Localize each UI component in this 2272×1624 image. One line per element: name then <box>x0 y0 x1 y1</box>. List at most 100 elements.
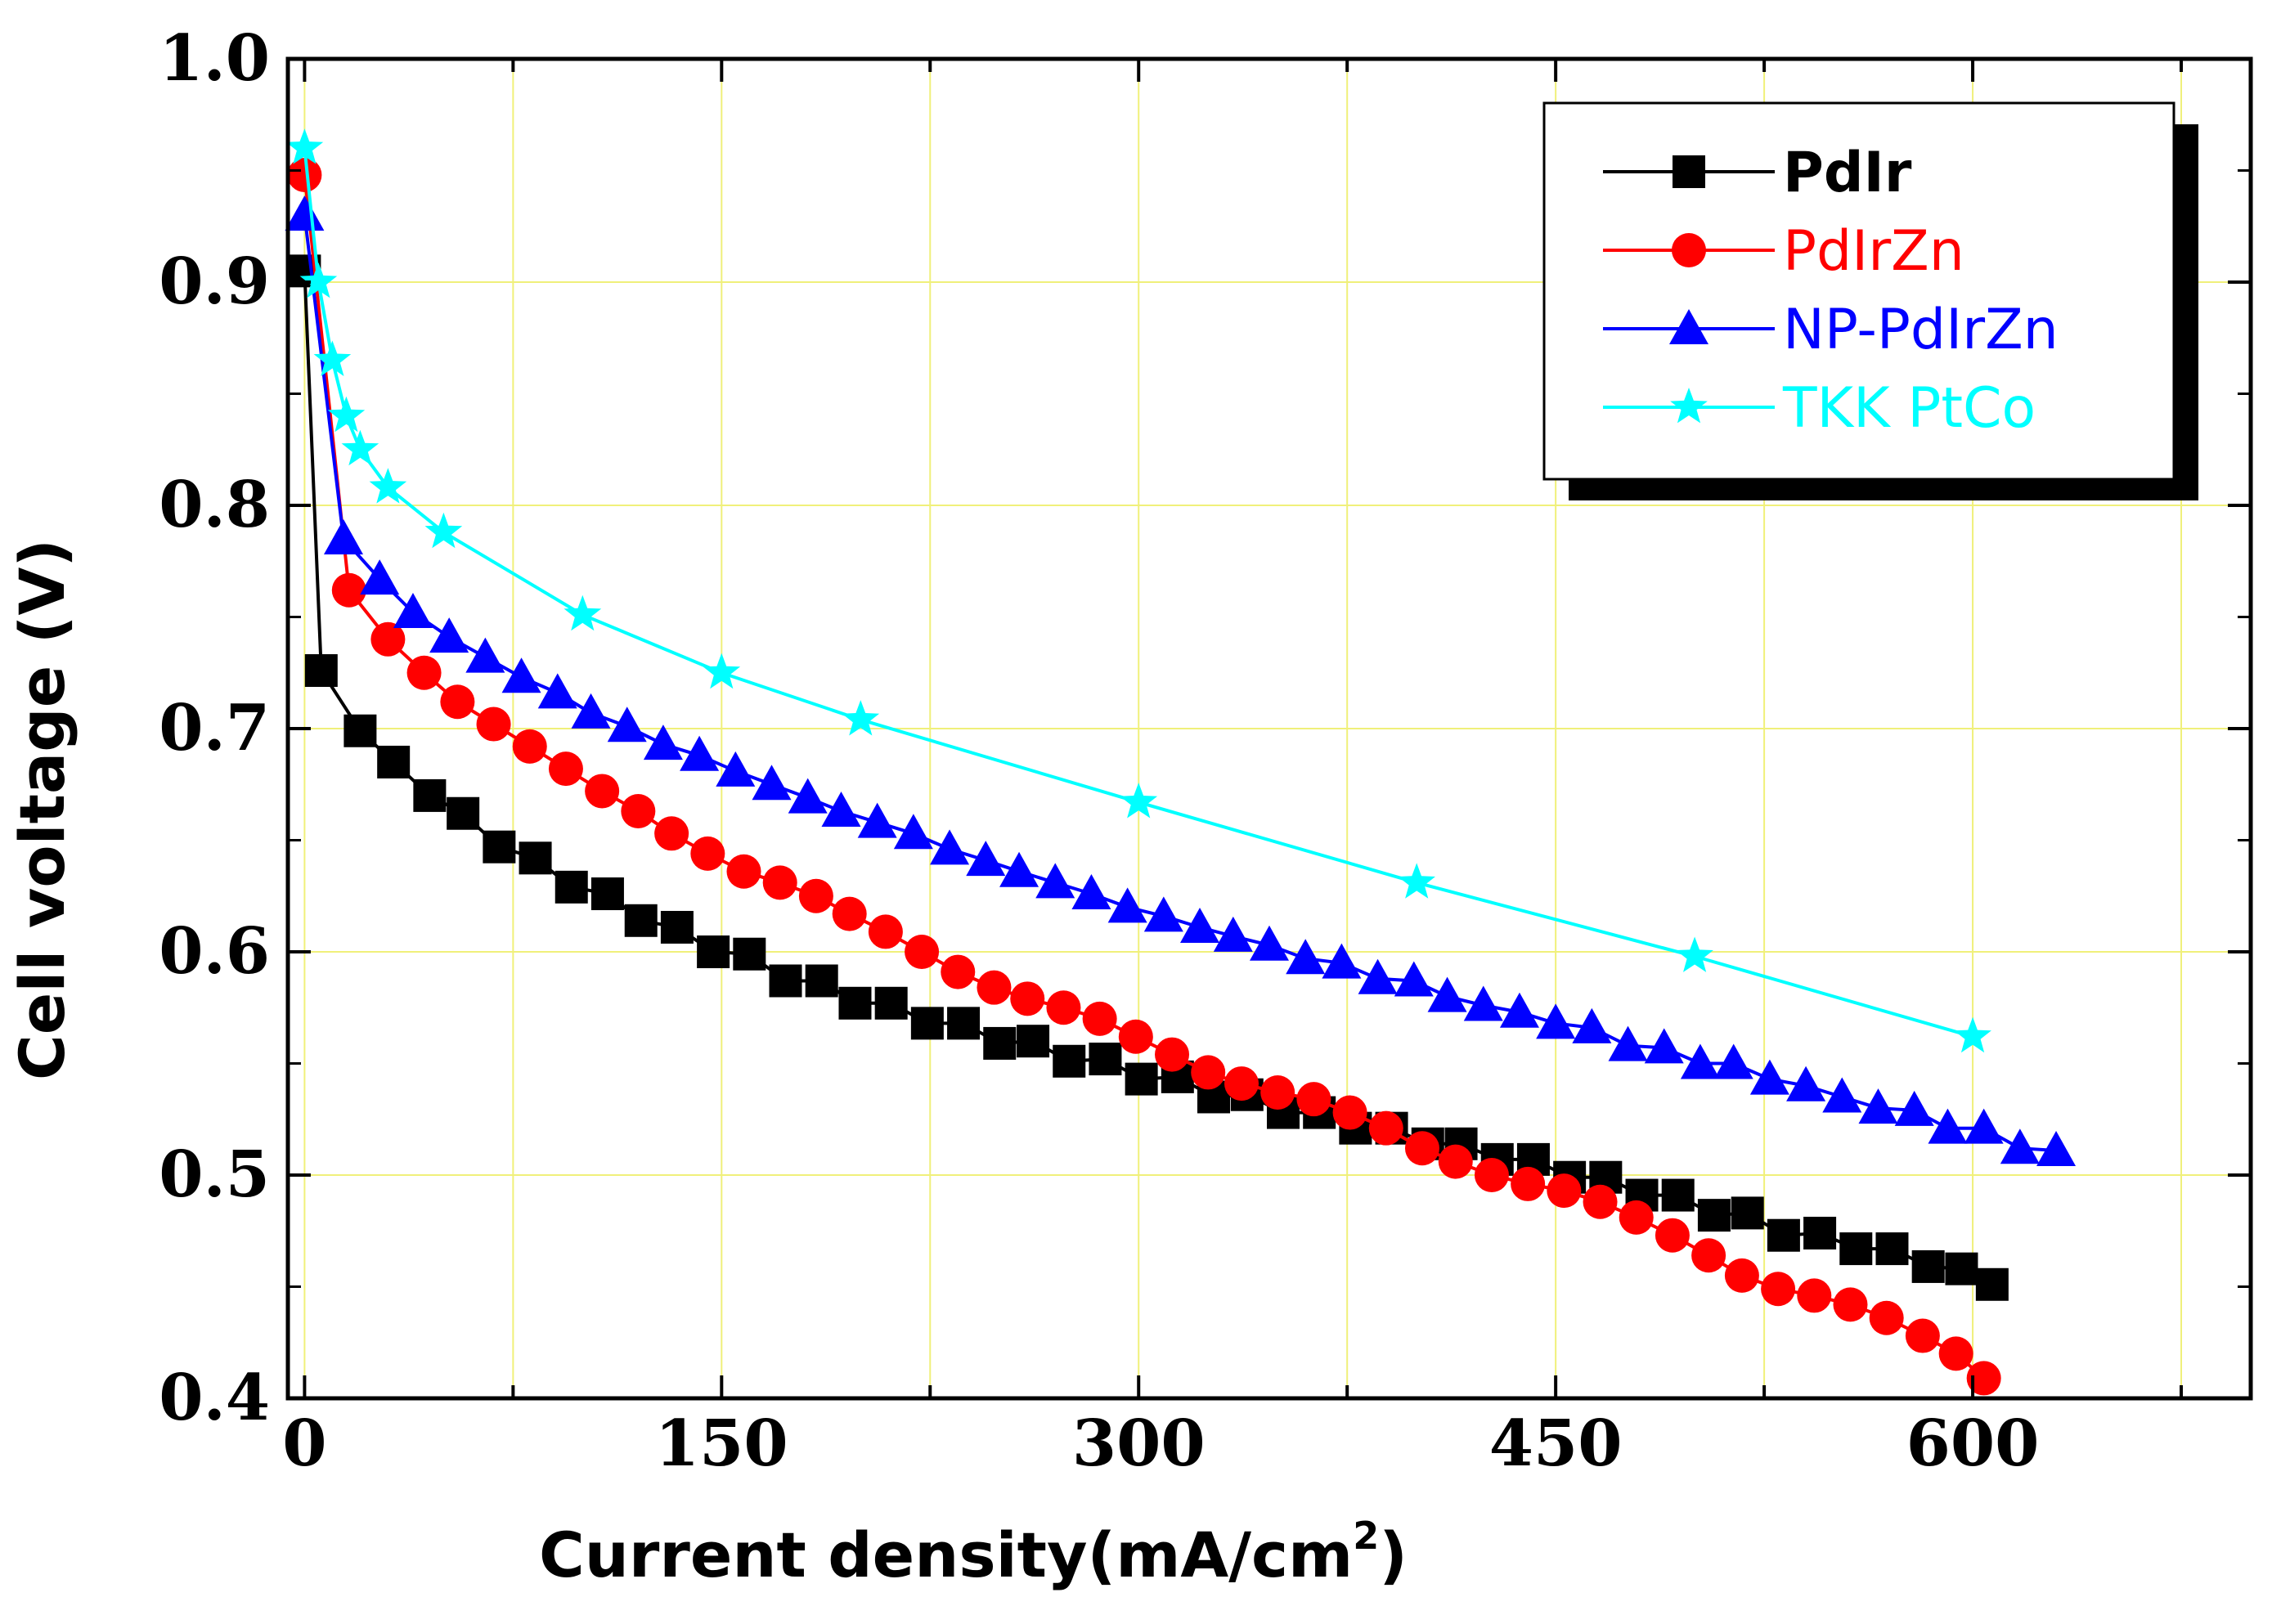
y-tick-label: 0.6 <box>159 914 270 989</box>
data-point-pdirzn <box>977 970 1012 1005</box>
data-point-np-pdirzn <box>1035 863 1075 899</box>
data-point-np-pdirzn <box>966 841 1006 877</box>
data-point-np-pdirzn <box>1180 907 1220 943</box>
y-tick-label: 1.0 <box>159 21 270 96</box>
data-point-pdir <box>733 937 766 971</box>
data-point-pdirzn <box>406 655 442 690</box>
data-point-np-pdirzn <box>2000 1128 2040 1164</box>
x-axis-title-close: ) <box>1379 1519 1408 1591</box>
data-point-np-pdirzn <box>501 657 541 693</box>
data-point-tkk-ptco <box>424 512 463 549</box>
legend-entry-pdir: PdIr <box>1603 141 1912 205</box>
x-tick-label: 150 <box>655 1406 788 1481</box>
data-point-tkk-ptco <box>1398 863 1435 899</box>
data-point-pdirzn <box>1118 1019 1153 1054</box>
data-point-pdir <box>590 877 624 911</box>
data-point-np-pdirzn <box>393 593 433 629</box>
data-point-pdirzn <box>548 751 583 787</box>
data-point-pdirzn <box>512 729 547 764</box>
data-point-pdirzn <box>1082 1001 1117 1036</box>
data-point-pdir <box>983 1026 1017 1060</box>
y-tick-label: 0.9 <box>159 244 270 319</box>
data-point-pdir <box>483 830 516 864</box>
data-point-np-pdirzn <box>1107 887 1147 923</box>
data-point-pdir <box>519 841 552 875</box>
data-point-np-pdirzn <box>680 735 720 771</box>
legend-label-pdir: PdIr <box>1783 141 1912 205</box>
data-point-np-pdirzn <box>1749 1059 1789 1095</box>
legend-box <box>1542 101 2175 481</box>
legend-label-tkk-ptco: TKK PtCo <box>1782 376 2036 441</box>
x-tick-label: 300 <box>1072 1406 1206 1481</box>
data-point-pdirzn <box>1583 1184 1618 1219</box>
data-point-tkk-ptco <box>703 653 741 689</box>
x-tick-label: 0 <box>282 1406 326 1481</box>
data-point-np-pdirzn <box>716 751 756 787</box>
data-point-np-pdirzn <box>1858 1088 1898 1124</box>
legend-marker-pdirzn <box>1672 233 1706 267</box>
data-point-np-pdirzn <box>537 673 577 709</box>
data-point-np-pdirzn <box>821 792 861 828</box>
data-point-pdir <box>304 654 338 688</box>
data-point-pdirzn <box>1474 1158 1509 1192</box>
legend-marker-pdir <box>1673 155 1705 188</box>
data-point-pdirzn <box>1438 1144 1473 1179</box>
data-point-pdir <box>1767 1218 1800 1252</box>
data-point-tkk-ptco <box>285 128 324 164</box>
data-point-pdirzn <box>1296 1082 1331 1117</box>
data-point-pdirzn <box>1619 1200 1654 1235</box>
data-point-np-pdirzn <box>1286 939 1326 975</box>
data-point-tkk-ptco <box>842 700 880 736</box>
data-point-np-pdirzn <box>1680 1043 1720 1079</box>
legend-entry-np-pdirzn: NP-PdIrZn <box>1603 298 2059 362</box>
data-point-np-pdirzn <box>1644 1028 1684 1064</box>
y-tick-label: 0.4 <box>159 1361 270 1435</box>
data-point-pdirzn <box>1938 1336 1973 1371</box>
series-np-pdirzn <box>285 195 2077 1166</box>
y-tick-label: 0.8 <box>159 468 270 542</box>
axis-ticks <box>288 57 2251 1400</box>
data-point-pdirzn <box>1691 1238 1726 1273</box>
series-tkk-ptco <box>285 128 1991 1053</box>
data-point-pdir <box>838 986 872 1020</box>
data-point-pdirzn <box>1655 1218 1690 1253</box>
legend-entries: PdIr PdIrZn NP-PdIrZn TKK PtCo <box>1603 141 2059 441</box>
legend-entry-pdirzn: PdIrZn <box>1603 219 1964 284</box>
data-point-pdir <box>874 986 908 1020</box>
data-point-pdirzn <box>798 878 833 913</box>
x-axis-title-superscript: 2 <box>1353 1514 1379 1558</box>
data-point-np-pdirzn <box>1822 1077 1862 1113</box>
data-point-np-pdirzn <box>1463 985 1503 1021</box>
series-pdirzn <box>287 157 2001 1396</box>
y-axis-title: Cell voltage (V) <box>6 539 79 1080</box>
x-axis-title-main: Current density(mA/cm <box>539 1519 1353 1591</box>
data-point-np-pdirzn <box>1358 958 1398 994</box>
data-point-pdir <box>697 935 730 968</box>
data-point-pdir <box>1697 1199 1731 1232</box>
data-point-np-pdirzn <box>1071 874 1111 910</box>
data-point-np-pdirzn <box>1894 1090 1934 1126</box>
data-point-pdir <box>377 745 411 778</box>
data-point-np-pdirzn <box>1394 961 1434 997</box>
data-point-pdirzn <box>1260 1074 1295 1110</box>
data-point-tkk-ptco <box>564 594 602 631</box>
data-point-pdir <box>1125 1062 1158 1096</box>
data-point-pdirzn <box>440 684 475 720</box>
data-point-pdirzn <box>868 914 903 949</box>
data-point-pdirzn <box>1761 1272 1796 1307</box>
legend-marker-np-pdirzn <box>1669 309 1708 344</box>
data-point-np-pdirzn <box>752 765 792 801</box>
data-point-pdirzn <box>1966 1361 2001 1396</box>
legend-label-pdirzn: PdIrZn <box>1783 219 1964 284</box>
data-point-np-pdirzn <box>788 778 828 814</box>
data-point-pdir <box>555 870 588 904</box>
data-point-pdirzn <box>1547 1173 1582 1209</box>
data-point-pdirzn <box>370 621 406 657</box>
data-point-np-pdirzn <box>1427 976 1467 1012</box>
data-point-pdir <box>1803 1216 1837 1249</box>
data-point-pdirzn <box>1797 1278 1832 1313</box>
data-point-pdirzn <box>331 572 366 608</box>
data-point-tkk-ptco <box>313 340 352 376</box>
data-point-pdirzn <box>832 896 867 931</box>
